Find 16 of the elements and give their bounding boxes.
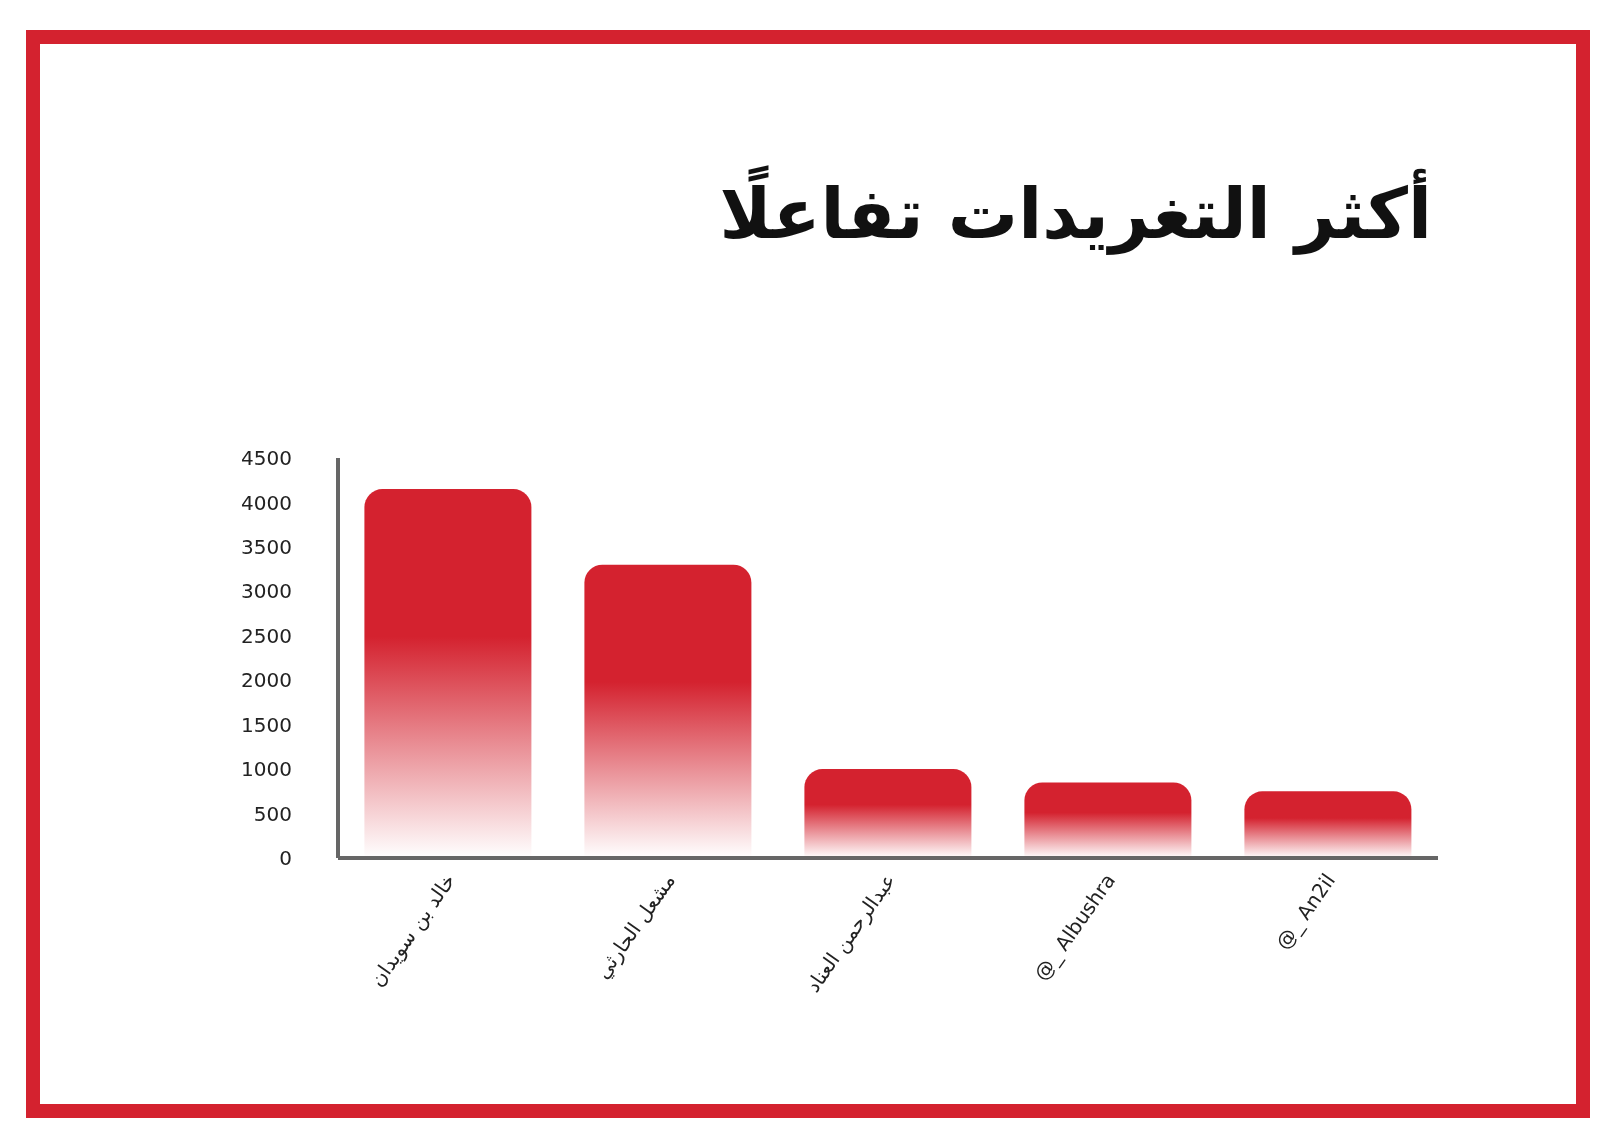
- y-tick-label: 2500: [241, 623, 292, 648]
- y-tick-label: 3000: [241, 579, 292, 604]
- bar: [1024, 782, 1192, 858]
- bar: [1244, 791, 1412, 858]
- x-tick-label: مشعل الحارثي: [590, 869, 681, 984]
- y-tick-label: 4000: [241, 490, 292, 515]
- y-tick-label: 1500: [241, 712, 292, 737]
- y-tick-label: 2000: [241, 668, 292, 693]
- y-tick-label: 1000: [241, 757, 292, 782]
- y-tick-label: 0: [279, 846, 292, 871]
- y-tick-label: 500: [253, 801, 292, 826]
- x-tick-label: عبدالرحمن العناد: [800, 869, 901, 997]
- y-tick-label: 3500: [241, 534, 292, 559]
- x-tick-label: خالد بن سويدان: [364, 869, 461, 991]
- y-tick-label: 4500: [241, 446, 292, 471]
- bar: [804, 769, 972, 858]
